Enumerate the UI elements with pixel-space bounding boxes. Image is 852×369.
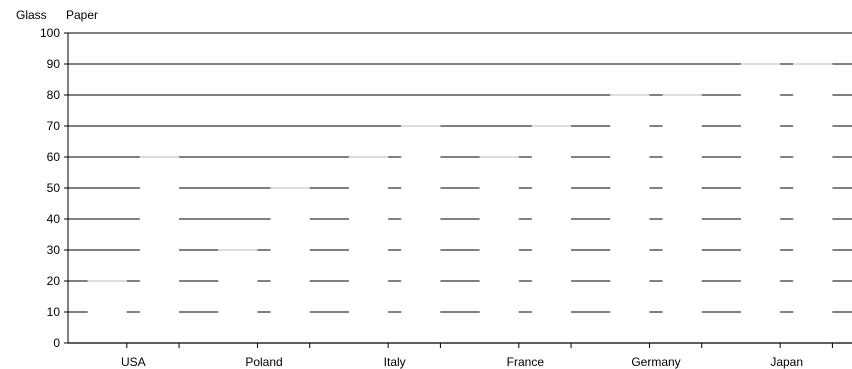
bar-paper-italy [401,126,440,343]
y-tick-label: 100 [40,26,60,40]
y-tick-label: 80 [47,88,61,102]
x-tick-label: Japan [770,355,803,369]
legend-label-glass: Glass [16,8,47,22]
gridlines [68,33,852,343]
x-tick-label: USA [121,355,146,369]
legend-label-paper: Paper [66,8,98,22]
y-ticks: 0 10 20 30 40 50 60 70 80 90 100 [40,26,68,350]
bar-glass-usa [88,281,127,343]
x-tick-label: Italy [384,355,406,369]
x-tick-label: Poland [245,355,282,369]
bar-glass-germany [610,95,649,343]
bar-glass-france [480,157,519,343]
bar-glass-japan [741,64,780,343]
bar-glass-italy [349,157,388,343]
y-tick-label: 30 [47,243,61,257]
bar-paper-japan [793,64,832,343]
y-tick-label: 0 [53,336,60,350]
bars [68,64,852,343]
y-tick-label: 20 [47,274,61,288]
y-tick-label: 60 [47,150,61,164]
bar-paper-usa [140,157,179,343]
x-ticks: USA Poland Italy France Germany Japan [121,343,832,369]
bar-paper-poland [271,188,310,343]
y-tick-label: 10 [47,305,61,319]
x-tick-label: France [507,355,545,369]
y-tick-label: 50 [47,181,61,195]
y-tick-label: 40 [47,212,61,226]
legend: Glass Paper [16,8,98,22]
y-tick-label: 90 [47,57,61,71]
bar-glass-poland [218,250,257,343]
bar-paper-germany [663,95,702,343]
x-tick-label: Germany [631,355,680,369]
bar-paper-france [532,126,571,343]
y-tick-label: 70 [47,119,61,133]
